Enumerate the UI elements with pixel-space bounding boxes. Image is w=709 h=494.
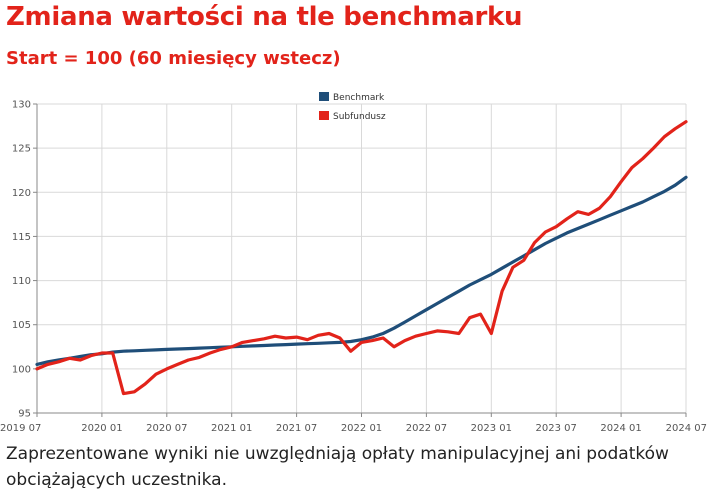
y-tick-label: 115 (12, 232, 31, 243)
grid (36, 103, 687, 414)
footnote: Zaprezentowane wyniki nie uwzględniają o… (6, 444, 669, 490)
x-tick-label: 2022 01 (341, 423, 382, 434)
x-tick-label: 2024 01 (600, 423, 641, 434)
x-tick-label: 2020 07 (146, 423, 187, 434)
y-tick-label: 105 (12, 320, 31, 331)
chart-subtitle: Start = 100 (60 miesięcy wstecz) (6, 48, 341, 69)
axes: 95 100 105 110 115 120 125 130 2019 07 2020 01 202… (0, 100, 707, 435)
y-tick-label: 120 (12, 188, 31, 199)
series-line-benchmark (35, 175, 688, 366)
legend: Benchmark Subfundusz (319, 92, 386, 122)
x-tick-label: 2022 07 (406, 423, 447, 434)
series-line-subfundusz (35, 120, 688, 396)
y-tick-label: 95 (18, 409, 31, 420)
legend-swatch-subfundusz (319, 111, 329, 120)
x-tick-label: 2023 01 (471, 423, 512, 434)
legend-label-benchmark: Benchmark (333, 93, 385, 103)
x-tick-label: 2021 07 (276, 423, 317, 434)
legend-label-subfundusz: Subfundusz (333, 112, 386, 122)
series-lines (35, 120, 688, 396)
line-chart: 95 100 105 110 115 120 125 130 2019 07 2020 01 202… (0, 92, 707, 435)
x-tick-label: 2019 07 (0, 423, 41, 434)
x-tick-label: 2024 07 (666, 423, 707, 434)
y-tick-label: 125 (12, 144, 31, 155)
x-tick-label: 2021 01 (211, 423, 252, 434)
chart-title: Zmiana wartości na tle benchmarku (6, 2, 523, 32)
y-tick-label: 110 (12, 276, 31, 287)
legend-swatch-benchmark (319, 92, 329, 101)
y-tick-label: 130 (12, 100, 31, 111)
y-tick-label: 100 (12, 364, 31, 375)
x-tick-label: 2023 07 (536, 423, 577, 434)
x-tick-label: 2020 01 (81, 423, 122, 434)
